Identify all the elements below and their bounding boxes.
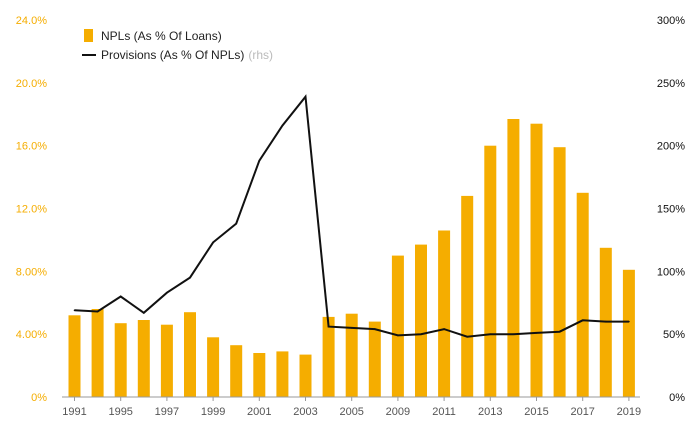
- y-right-tick-label: 200%: [657, 141, 685, 153]
- y-axis-left-ticks: 0% 4.00% 8.00% 12.0% 16.0% 20.0% 24.0%: [16, 15, 47, 404]
- bar-2000: [230, 345, 243, 397]
- bar-2010: [415, 244, 427, 397]
- provisions-point-2017: [581, 319, 584, 322]
- bar-2019: [622, 269, 635, 397]
- x-tick-label-2019: 2019: [617, 406, 641, 418]
- provisions-point-2013: [489, 333, 492, 336]
- provisions-point-1993: [96, 310, 99, 313]
- bar-2013: [484, 145, 497, 397]
- x-tick-label-2011: 2011: [432, 406, 456, 418]
- x-tick-label-2001: 2001: [247, 406, 271, 418]
- x-tick-label-1997: 1997: [155, 406, 179, 418]
- provisions-point-1999: [212, 241, 214, 244]
- y-right-tick-label: 250%: [657, 78, 685, 90]
- y-right-tick-label: 0%: [669, 392, 685, 404]
- bar-2004: [322, 316, 335, 397]
- x-tick-label-2015: 2015: [524, 406, 548, 418]
- bar-2002: [276, 351, 289, 397]
- bar-2014: [507, 119, 520, 397]
- bar-2015: [530, 123, 543, 397]
- provisions-point-2010: [420, 333, 422, 336]
- bar-2016: [553, 147, 566, 397]
- provisions-line: [74, 94, 629, 338]
- provisions-point-2006: [374, 328, 376, 330]
- provisions-point-2016: [558, 330, 561, 333]
- legend-bar-swatch: [84, 29, 93, 42]
- y-right-tick-label: 150%: [657, 204, 685, 216]
- bars-layer: [68, 119, 635, 397]
- provisions-point-1997: [166, 291, 168, 294]
- y-right-tick-label: 100%: [657, 266, 685, 278]
- provisions-point-2004: [327, 325, 330, 328]
- provisions-point-1991: [73, 309, 76, 312]
- y-left-tick-label: 16.0%: [16, 141, 47, 153]
- bar-1997: [160, 324, 173, 397]
- y-right-tick-label: 50%: [663, 329, 685, 341]
- provisions-point-2002: [281, 124, 284, 127]
- legend-line-text: Provisions (As % Of NPLs) (rhs): [101, 48, 273, 62]
- y-left-tick-label: 0%: [31, 392, 47, 404]
- y-left-tick-label: 20.0%: [16, 78, 47, 90]
- y-left-tick-label: 4.00%: [16, 329, 47, 341]
- provisions-point-1995: [119, 295, 122, 298]
- provisions-point-1998: [189, 276, 191, 279]
- bar-1998: [184, 312, 196, 397]
- bar-1995: [114, 323, 127, 397]
- bar-2009: [391, 255, 404, 397]
- bar-2017: [576, 192, 589, 397]
- provisions-point-2001: [258, 159, 261, 162]
- provisions-point-2009: [397, 334, 399, 337]
- provisions-point-2012: [466, 335, 469, 338]
- y-left-tick-label: 12.0%: [16, 204, 47, 216]
- y-axis-right-ticks: 0% 50% 100% 150% 200% 250% 300%: [657, 15, 685, 404]
- bar-1993: [91, 309, 104, 397]
- y-left-tick-label: 8.00%: [16, 266, 47, 278]
- legend-line-note: (rhs): [248, 48, 273, 62]
- provisions-point-1996: [143, 312, 145, 314]
- x-axis-ticks: 1991 1995 1997 1999 2001 2003 2005 2009 2011 2013…: [62, 397, 641, 418]
- provisions-point-2003: [304, 95, 307, 98]
- legend: NPLs (As % Of Loans) Provisions (As % Of…: [82, 29, 273, 62]
- provisions-point-2000: [235, 222, 237, 225]
- x-tick-label-1995: 1995: [108, 406, 132, 418]
- y-right-tick-label: 300%: [657, 15, 685, 27]
- bar-2001: [253, 353, 266, 397]
- x-tick-label-2009: 2009: [386, 406, 410, 418]
- provisions-point-2014: [512, 333, 515, 336]
- x-tick-label-1991: 1991: [62, 406, 86, 418]
- y-left-tick-label: 24.0%: [16, 15, 47, 27]
- bar-2011: [438, 230, 451, 397]
- x-tick-label-2013: 2013: [478, 406, 502, 418]
- legend-bars-label: NPLs (As % Of Loans): [101, 29, 222, 43]
- bar-2005: [345, 313, 358, 397]
- x-tick-label-2005: 2005: [339, 406, 363, 418]
- x-tick-label-2003: 2003: [293, 406, 317, 418]
- bar-2003: [299, 354, 312, 397]
- provisions-point-2018: [605, 320, 607, 323]
- provisions-point-2005: [350, 327, 353, 329]
- bar-1991: [68, 315, 81, 397]
- legend-line-label: Provisions (As % Of NPLs): [101, 48, 244, 62]
- line-layer: [73, 94, 630, 338]
- x-tick-label-2017: 2017: [570, 406, 594, 418]
- provisions-point-2015: [535, 332, 538, 334]
- bar-1999: [207, 337, 220, 397]
- bar-1996: [137, 320, 150, 397]
- x-tick-label-1999: 1999: [201, 406, 225, 418]
- bar-2012: [461, 195, 474, 397]
- provisions-point-2011: [443, 328, 445, 330]
- provisions-point-2019: [628, 320, 630, 323]
- bar-2006: [368, 321, 381, 397]
